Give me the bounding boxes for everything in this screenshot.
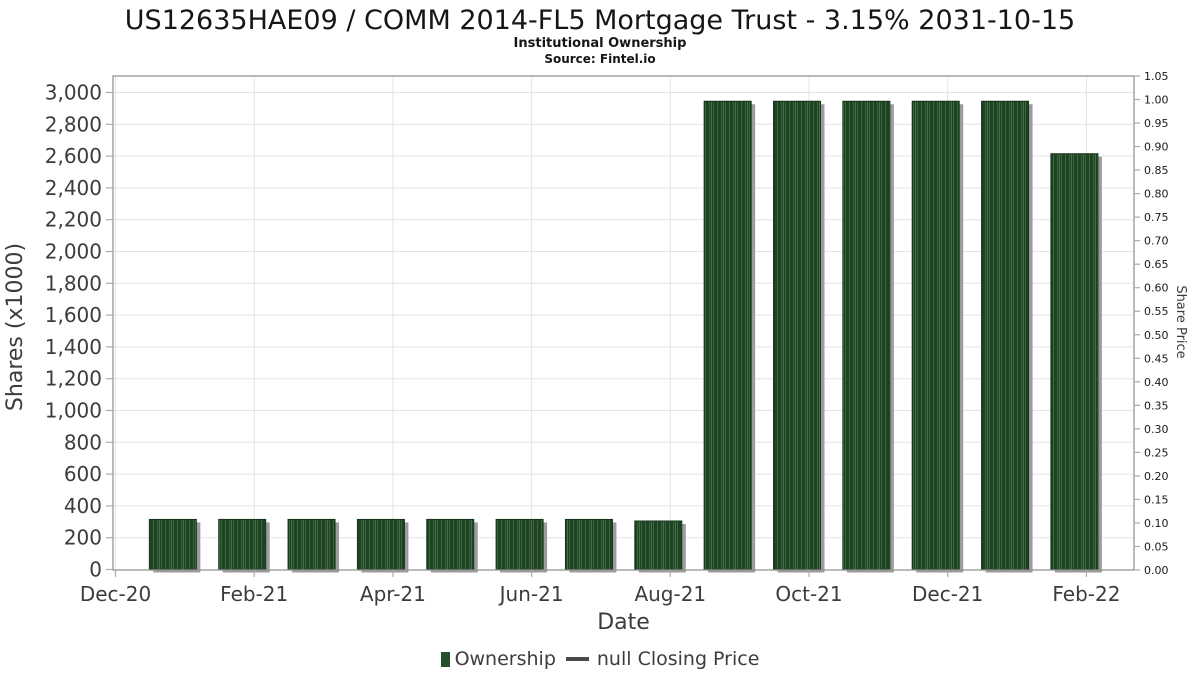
ownership-bar[interactable] bbox=[218, 518, 267, 570]
ownership-bar[interactable] bbox=[148, 518, 197, 570]
x-tick-label: Feb-21 bbox=[220, 582, 288, 606]
y-tick-label: 1,400 bbox=[45, 335, 102, 359]
y2-tick-label: 0.90 bbox=[1144, 141, 1169, 154]
ownership-bar[interactable] bbox=[634, 520, 683, 571]
y2-tick-label: 1.05 bbox=[1144, 70, 1169, 83]
y-tick-label: 800 bbox=[64, 430, 102, 454]
ownership-bar[interactable] bbox=[356, 518, 405, 570]
y2-axis-title: Share Price bbox=[1173, 285, 1188, 358]
y-axis-title: Shares (x1000) bbox=[3, 243, 28, 411]
chart-legend: Ownership null Closing Price bbox=[0, 645, 1200, 673]
price-line-icon bbox=[565, 657, 589, 661]
ownership-bar[interactable] bbox=[911, 100, 960, 571]
ownership-bar[interactable] bbox=[773, 100, 821, 571]
ownership-bar[interactable] bbox=[426, 518, 475, 570]
y2-tick-label: 0.50 bbox=[1144, 329, 1169, 342]
y2-tick-label: 0.10 bbox=[1144, 517, 1169, 530]
y2-tick-label: 0.25 bbox=[1144, 446, 1169, 459]
y2-tick-label: 0.60 bbox=[1144, 282, 1169, 295]
y-tick-label: 1,200 bbox=[45, 367, 102, 391]
y2-tick-label: 0.05 bbox=[1144, 540, 1169, 553]
y-tick-label: 2,400 bbox=[45, 176, 102, 200]
y2-tick-label: 0.55 bbox=[1144, 305, 1169, 318]
x-tick-label: Dec-21 bbox=[912, 582, 983, 606]
y-tick-label: 2,800 bbox=[45, 112, 102, 136]
ownership-bar[interactable] bbox=[981, 100, 1030, 571]
x-tick-label: Feb-22 bbox=[1052, 582, 1120, 606]
y-tick-label: 1,600 bbox=[45, 303, 102, 327]
y2-tick-label: 0.45 bbox=[1144, 352, 1169, 365]
x-tick-label: Jun-21 bbox=[498, 582, 564, 606]
ownership-bar[interactable] bbox=[1050, 153, 1099, 570]
y-tick-label: 2,600 bbox=[45, 144, 102, 168]
legend-price-label: null Closing Price bbox=[596, 648, 760, 670]
y2-tick-label: 0.40 bbox=[1144, 376, 1169, 389]
plot-frame bbox=[112, 75, 1135, 571]
y2-tick-label: 0.00 bbox=[1144, 564, 1169, 577]
y2-tick-label: 0.20 bbox=[1144, 470, 1169, 483]
y-tick-label: 1,800 bbox=[45, 271, 102, 295]
y-tick-label: 3,000 bbox=[45, 81, 102, 105]
ownership-bar[interactable] bbox=[564, 518, 613, 570]
y2-tick-label: 1.00 bbox=[1144, 94, 1169, 107]
y-tick-label: 2,000 bbox=[45, 240, 102, 264]
y-tick-label: 400 bbox=[64, 494, 102, 518]
chart-source: Source: Fintel.io bbox=[544, 52, 656, 66]
y-tick-label: 1,000 bbox=[45, 399, 102, 423]
y2-tick-label: 0.75 bbox=[1144, 211, 1169, 224]
y-tick-label: 2,200 bbox=[45, 208, 102, 232]
y2-tick-label: 0.80 bbox=[1144, 188, 1169, 201]
ownership-bar[interactable] bbox=[495, 518, 544, 570]
y2-tick-label: 0.15 bbox=[1144, 493, 1169, 506]
ownership-bar[interactable] bbox=[842, 100, 891, 571]
ownership-swatch-icon bbox=[440, 651, 450, 667]
x-axis-title: Date bbox=[597, 610, 650, 635]
legend-ownership-label: Ownership bbox=[454, 648, 556, 670]
legend-item-closing-price[interactable]: null Closing Price bbox=[565, 648, 760, 670]
y2-tick-label: 0.65 bbox=[1144, 258, 1169, 271]
x-tick-label: Oct-21 bbox=[775, 582, 842, 606]
x-tick-label: Aug-21 bbox=[634, 582, 706, 606]
x-tick-label: Apr-21 bbox=[360, 582, 426, 606]
plot-area bbox=[113, 76, 1134, 570]
y2-tick-label: 0.85 bbox=[1144, 164, 1169, 177]
y-tick-label: 200 bbox=[64, 526, 102, 550]
y2-tick-label: 0.30 bbox=[1144, 423, 1169, 436]
chart-subtitle: Institutional Ownership bbox=[513, 36, 687, 51]
chart-title: US12635HAE09 / COMM 2014-FL5 Mortgage Tr… bbox=[124, 5, 1076, 36]
y2-tick-label: 0.70 bbox=[1144, 235, 1169, 248]
ownership-bar[interactable] bbox=[703, 100, 752, 571]
y2-tick-label: 0.95 bbox=[1144, 117, 1169, 130]
ownership-bar[interactable] bbox=[287, 518, 336, 570]
legend-item-ownership[interactable]: Ownership bbox=[440, 648, 556, 670]
y-tick-label: 600 bbox=[64, 462, 102, 486]
y-tick-label: 0 bbox=[89, 558, 102, 582]
x-tick-label: Dec-20 bbox=[80, 582, 151, 606]
y2-tick-label: 0.35 bbox=[1144, 399, 1169, 412]
